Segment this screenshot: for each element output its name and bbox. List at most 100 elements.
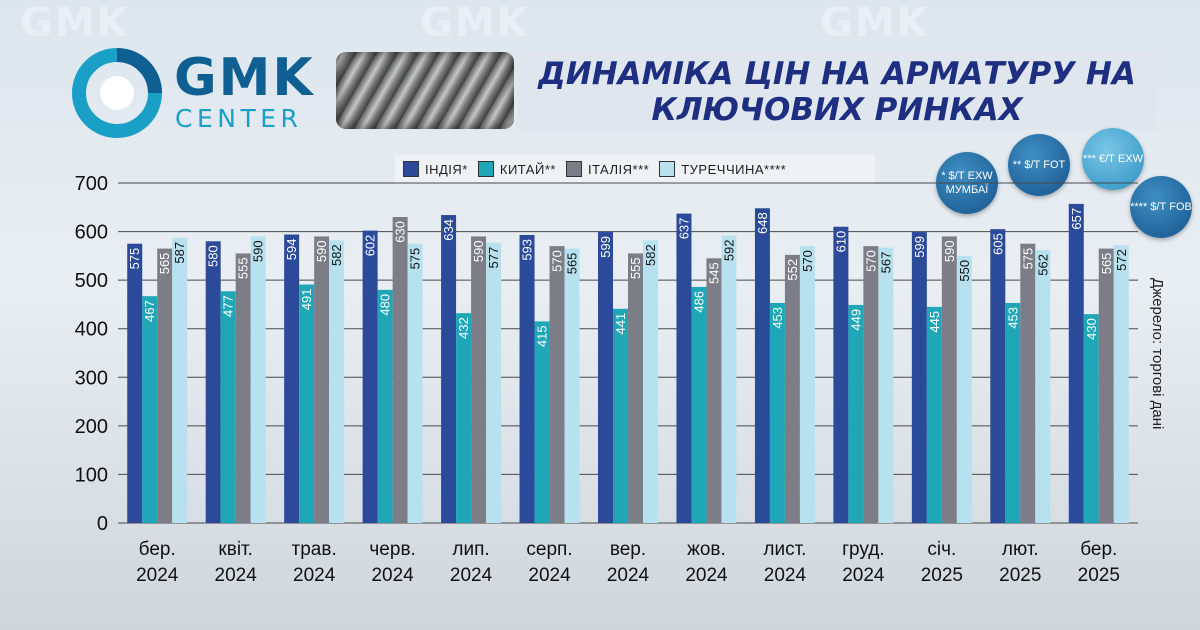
x-tick-label: 2024 bbox=[528, 565, 571, 586]
legend-label: ТУРЕЧЧИНА**** bbox=[681, 161, 787, 177]
bar-value-label: 630 bbox=[393, 221, 408, 243]
bar-value-label: 545 bbox=[706, 262, 721, 284]
x-tick-label: 2024 bbox=[842, 565, 885, 586]
bar bbox=[1068, 203, 1084, 523]
bar bbox=[941, 236, 957, 523]
x-tick-label: черв. bbox=[369, 539, 415, 560]
bar bbox=[564, 248, 580, 524]
y-tick-label: 100 bbox=[75, 464, 108, 486]
bar bbox=[220, 291, 236, 523]
chart-title: ДИНАМІКА ЦІН НА АРМАТУРУ НА КЛЮЧОВИХ РИН… bbox=[538, 56, 1136, 128]
x-tick-label: груд. bbox=[842, 539, 885, 560]
bar-value-label: 550 bbox=[957, 260, 972, 282]
bar-value-label: 587 bbox=[172, 242, 187, 264]
legend-item: ІНДІЯ* bbox=[403, 161, 468, 177]
title-box: ДИНАМІКА ЦІН НА АРМАТУРУ НА КЛЮЧОВИХ РИН… bbox=[517, 52, 1157, 130]
bar bbox=[613, 308, 628, 523]
x-tick-label: бер. bbox=[1080, 539, 1117, 560]
watermark: GMK bbox=[820, 0, 930, 46]
bar bbox=[863, 246, 879, 523]
bar bbox=[127, 243, 143, 523]
bar-value-label: 590 bbox=[314, 240, 329, 262]
x-tick-label: 2024 bbox=[371, 565, 414, 586]
bar-value-label: 634 bbox=[441, 219, 456, 241]
bar-value-label: 582 bbox=[643, 244, 658, 266]
bar-value-label: 648 bbox=[755, 212, 770, 234]
bar bbox=[172, 237, 188, 523]
legend-swatch bbox=[565, 161, 582, 177]
bar-value-label: 453 bbox=[1005, 307, 1020, 329]
logo: GMK CENTER bbox=[72, 48, 317, 138]
bar-value-label: 432 bbox=[456, 317, 471, 339]
x-tick-label: 2024 bbox=[215, 565, 258, 586]
bar bbox=[628, 253, 643, 523]
bar-value-label: 610 bbox=[833, 231, 848, 253]
bar-value-label: 430 bbox=[1084, 318, 1099, 340]
bar bbox=[878, 247, 894, 523]
bar-value-label: 570 bbox=[863, 250, 878, 272]
legend-swatch bbox=[659, 161, 676, 177]
bar-value-label: 572 bbox=[1114, 249, 1129, 271]
x-tick-label: лист. bbox=[763, 539, 806, 560]
bar-value-label: 577 bbox=[486, 247, 501, 269]
legend-label: ІТАЛІЯ*** bbox=[587, 161, 650, 177]
bar-value-label: 565 bbox=[565, 253, 580, 275]
bar bbox=[314, 236, 330, 523]
unit-badge: ** $/Т FOT bbox=[1008, 134, 1070, 196]
bar-value-label: 590 bbox=[942, 240, 957, 262]
bar-value-label: 637 bbox=[676, 218, 691, 240]
bar-value-label: 657 bbox=[1069, 208, 1084, 230]
bar-value-label: 491 bbox=[299, 289, 314, 311]
watermark: GMK bbox=[20, 0, 130, 46]
x-tick-label: 2024 bbox=[607, 565, 650, 586]
legend-label: ІНДІЯ* bbox=[425, 161, 468, 177]
y-tick-label: 300 bbox=[75, 367, 108, 389]
bar bbox=[471, 236, 487, 523]
x-tick-label: лип. bbox=[452, 539, 489, 560]
bar-value-label: 570 bbox=[550, 250, 565, 272]
bar bbox=[676, 213, 692, 523]
logo-subtitle: CENTER bbox=[175, 104, 303, 133]
legend-label: КИТАЙ** bbox=[499, 161, 556, 177]
legend-item: ТУРЕЧЧИНА**** bbox=[659, 161, 786, 177]
bar-value-label: 570 bbox=[800, 250, 815, 272]
y-tick-label: 0 bbox=[97, 513, 108, 535]
unit-text: ** $/Т FOT bbox=[1012, 159, 1066, 171]
bar-value-label: 599 bbox=[912, 236, 927, 258]
bar-value-label: 565 bbox=[1099, 253, 1114, 275]
x-tick-label: 2025 bbox=[921, 565, 963, 586]
watermark: GMK bbox=[420, 0, 530, 46]
bar bbox=[911, 232, 927, 524]
y-tick-label: 500 bbox=[75, 270, 108, 292]
bar-value-label: 445 bbox=[927, 311, 942, 333]
bar bbox=[392, 217, 408, 523]
unit-text: * $/Т EXW МУМБАЇ bbox=[941, 170, 993, 196]
bar bbox=[706, 258, 722, 523]
bar bbox=[205, 241, 221, 524]
x-tick-label: 2024 bbox=[136, 565, 179, 586]
legend-item: КИТАЙ** bbox=[477, 161, 556, 177]
bar-value-label: 565 bbox=[157, 253, 172, 275]
bar bbox=[362, 230, 378, 523]
x-tick-label: 2025 bbox=[1078, 565, 1120, 586]
bar-value-label: 562 bbox=[1035, 254, 1050, 276]
bar-value-label: 555 bbox=[236, 257, 251, 279]
bar-value-label: 480 bbox=[378, 294, 393, 316]
bar-value-label: 552 bbox=[785, 259, 800, 281]
bar-value-label: 580 bbox=[206, 245, 221, 267]
bar bbox=[1098, 248, 1114, 524]
bar-value-label: 567 bbox=[878, 252, 893, 274]
bar bbox=[1113, 245, 1129, 523]
x-tick-label: 2024 bbox=[293, 565, 336, 586]
bar bbox=[299, 284, 315, 523]
bar bbox=[157, 248, 173, 524]
bar bbox=[1020, 243, 1036, 523]
y-tick-label: 400 bbox=[75, 319, 108, 341]
y-tick-label: 200 bbox=[75, 416, 108, 438]
rebar-photo bbox=[336, 52, 514, 129]
logo-name: GMK bbox=[174, 48, 315, 108]
x-tick-label: 2025 bbox=[999, 565, 1041, 586]
bar-value-label: 441 bbox=[613, 313, 628, 335]
x-tick-label: бер. bbox=[139, 539, 176, 560]
